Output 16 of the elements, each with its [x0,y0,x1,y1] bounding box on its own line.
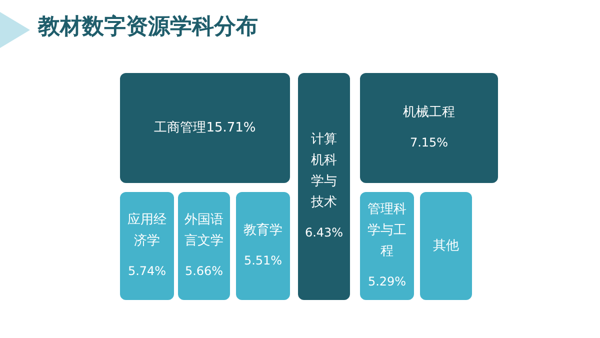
category-label: 计算机科学与技术 [310,132,337,210]
text: 教材数字资源学科分布 [37,14,258,40]
category-label: 机械工程 [403,104,455,120]
category-label: 工商管理 [154,120,206,136]
data-label: 15.71% [206,120,256,136]
data-label: 7.15% [410,136,448,150]
data-label: 5.74% [128,264,166,278]
category-label: 教育学 [244,222,282,238]
data-label: 5.66% [184,264,224,278]
category-label: 应用经济学 [128,211,166,248]
data-label: 5.51% [244,254,282,268]
data-label: 5.29% [368,274,406,289]
category-label: 其他 [433,238,459,254]
data-label: 6.43% [304,226,344,240]
category-label: 管理科学与工程 [368,202,406,259]
category-label: 外国语言文学 [184,212,224,248]
